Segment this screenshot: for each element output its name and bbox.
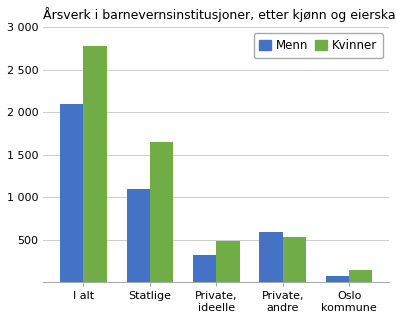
Bar [259,232,283,283]
Text: Årsverk i barnevernsinstitusjoner, etter kjønn og eierskap. 2010: Årsverk i barnevernsinstitusjoner, etter… [44,7,396,22]
Bar [349,270,373,283]
Bar [216,241,240,283]
Bar [60,104,83,283]
Bar [326,276,349,283]
Bar [83,46,107,283]
Bar [150,142,173,283]
Bar [283,237,306,283]
Bar [126,189,150,283]
Bar [193,255,216,283]
Legend: Menn, Kvinner: Menn, Kvinner [253,33,383,58]
